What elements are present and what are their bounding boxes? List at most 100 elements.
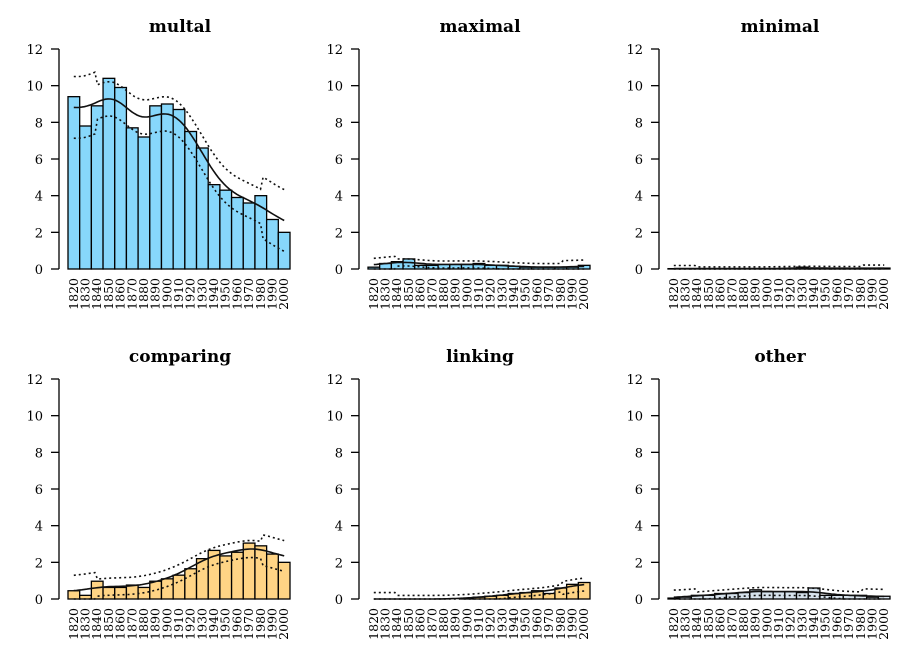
x-tick-label: 1850	[701, 608, 716, 640]
panel-maximal: maximal 0 2 4 6 8 10 12 182018301840185018601870…	[326, 17, 591, 310]
bar-1860	[114, 86, 128, 270]
x-tick-label: 1900	[759, 278, 774, 310]
bar-1820	[67, 590, 81, 600]
x-tick-label: 1920	[183, 278, 198, 310]
bar-1860	[114, 586, 128, 600]
x-tick-label: 1950	[218, 608, 233, 640]
x-tick-label: 1940	[506, 278, 521, 310]
x-tick-label: 1950	[518, 608, 533, 640]
bar-2000	[277, 231, 291, 270]
x-tick-label: 1960	[529, 278, 544, 310]
x-tick-label: 1970	[541, 608, 556, 640]
x-tick-label: 1890	[448, 278, 463, 310]
x-tick-label: 1870	[124, 608, 139, 640]
x-tick-label: 1820	[66, 608, 81, 640]
x-tick-label: 1930	[494, 608, 509, 640]
bar-1910	[172, 574, 186, 600]
bar-1830	[79, 125, 93, 270]
x-tick-label: 1990	[264, 278, 279, 310]
x-tick-label: 1960	[229, 278, 244, 310]
smooth-line	[373, 261, 585, 268]
x-tick-label: 1870	[424, 608, 439, 640]
x-tick-label: 1960	[229, 608, 244, 640]
x-tick-label: 2000	[576, 608, 591, 640]
x-tick-label: 1970	[841, 278, 856, 310]
panel-title: other	[754, 347, 806, 367]
upper-band	[373, 577, 585, 597]
y-tick-label: 12	[626, 373, 643, 388]
x-tick-label: 1990	[864, 278, 879, 310]
bar-1900	[160, 103, 174, 270]
y-tick-label: 0	[635, 593, 643, 608]
x-tick-label: 1850	[101, 278, 116, 310]
upper-band	[373, 255, 585, 265]
y-tick-label: 4	[35, 190, 43, 205]
x-tick-label: 1920	[183, 608, 198, 640]
y-tick-label: 6	[35, 483, 43, 498]
bar-2000	[577, 581, 591, 600]
panel-other: other02468101218201830184018501860187018…	[626, 347, 891, 640]
x-tick-label: 1830	[78, 278, 93, 310]
x-tick-label: 1920	[783, 608, 798, 640]
x-tick-label: 1820	[666, 278, 681, 310]
bar-1970	[242, 542, 256, 600]
x-tick-label: 1970	[541, 278, 556, 310]
y-tick-label: 6	[35, 153, 43, 168]
x-tick-label: 1930	[794, 278, 809, 310]
x-tick-label: 1880	[136, 278, 151, 310]
x-tick-label: 1840	[389, 278, 404, 310]
lower-band	[73, 556, 285, 600]
bar-1920	[184, 130, 198, 270]
x-tick-label: 1930	[794, 608, 809, 640]
y-tick-label: 12	[626, 43, 643, 58]
x-tick-label: 1920	[483, 608, 498, 640]
x-tick-label: 1880	[736, 278, 751, 310]
x-tick-label: 1880	[736, 608, 751, 640]
bar-1890	[149, 105, 163, 270]
x-tick-label: 1920	[483, 278, 498, 310]
x-tick-label: 1970	[241, 608, 256, 640]
x-tick-label: 1820	[366, 608, 381, 640]
x-tick-label: 1930	[494, 278, 509, 310]
y-tick-label: 8	[635, 116, 643, 131]
x-tick-label: 1950	[518, 278, 533, 310]
x-tick-label: 1900	[459, 278, 474, 310]
y-tick-label: 6	[635, 483, 643, 498]
bar-1850	[102, 77, 116, 270]
panel-title: maximal	[439, 17, 521, 37]
x-tick-label: 1910	[771, 608, 786, 640]
x-tick-label: 1840	[689, 278, 704, 310]
x-tick-label: 1840	[89, 278, 104, 310]
bar-1900	[760, 591, 774, 600]
bar-1960	[830, 594, 844, 600]
bar-1990	[865, 596, 879, 600]
y-tick-label: 2	[35, 556, 43, 571]
y-tick-label: 0	[635, 263, 643, 278]
bar-1900	[160, 578, 174, 600]
y-tick-label: 4	[635, 520, 643, 535]
bar-1930	[195, 558, 209, 600]
x-tick-label: 1850	[401, 278, 416, 310]
bar-1930	[795, 591, 809, 600]
x-tick-label: 1910	[171, 608, 186, 640]
y-tick-label: 2	[335, 556, 343, 571]
y-tick-label: 12	[26, 373, 43, 388]
smooth-line	[73, 548, 285, 592]
x-tick-label: 1980	[853, 278, 868, 310]
x-tick-label: 1890	[148, 278, 163, 310]
x-tick-label: 1930	[194, 278, 209, 310]
x-tick-label: 1830	[378, 608, 393, 640]
x-tick-label: 1920	[783, 278, 798, 310]
y-tick-label: 6	[335, 483, 343, 498]
lower-band	[373, 265, 585, 270]
x-tick-label: 1900	[159, 278, 174, 310]
panel-title: linking	[446, 347, 514, 367]
bar-1930	[195, 147, 209, 270]
x-tick-label: 1880	[436, 278, 451, 310]
y-tick-label: 10	[326, 410, 343, 425]
y-tick-label: 4	[335, 190, 343, 205]
x-tick-label: 2000	[876, 608, 891, 640]
x-tick-label: 1980	[853, 608, 868, 640]
x-tick-label: 1940	[806, 278, 821, 310]
